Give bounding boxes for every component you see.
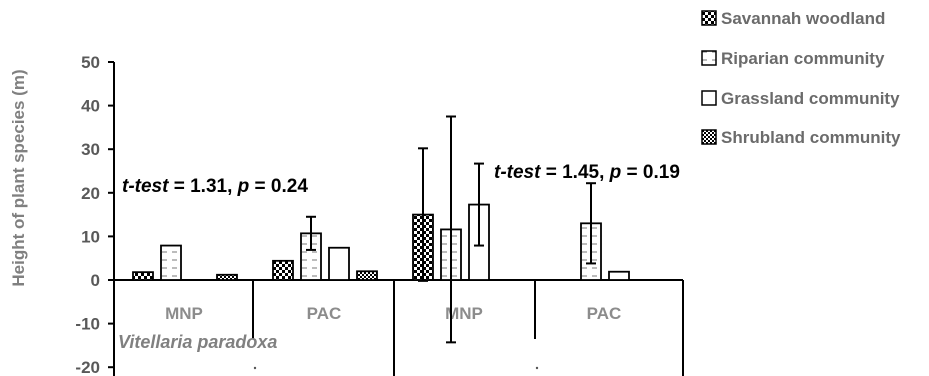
legend-item-riparian: Riparian community: [701, 49, 885, 68]
bar-dots: [356, 270, 378, 281]
y-tick-label: 0: [91, 271, 100, 290]
legend-swatch-savannah: [701, 10, 717, 26]
group-marker-dot: [253, 366, 257, 370]
bar-none: [328, 246, 350, 281]
legend-label-shrubland: Shrubland community: [721, 128, 901, 147]
bar-dashes: [160, 244, 182, 281]
y-tick-label: -20: [75, 358, 100, 376]
category-label: MNP: [165, 304, 203, 323]
legend-item-shrubland: Shrubland community: [701, 128, 901, 147]
y-tick-label: -10: [75, 315, 100, 334]
category-label: MNP: [445, 304, 483, 323]
legend-swatch-grassland: [701, 90, 717, 106]
y-tick-label: 20: [81, 184, 100, 203]
bar-none: [608, 270, 630, 281]
bar-checker: [272, 259, 294, 281]
bar-dots: [216, 273, 238, 281]
category-label: PAC: [307, 304, 342, 323]
legend-label-grassland: Grassland community: [721, 89, 900, 108]
species-label: Vitellaria paradoxa: [118, 332, 277, 352]
bar-checker: [132, 271, 154, 281]
legend: Savannah woodland Riparian community Gra…: [701, 9, 901, 147]
legend-item-savannah: Savannah woodland: [701, 9, 885, 28]
legend-label-savannah: Savannah woodland: [721, 9, 885, 28]
t-test-annotation-1: t-test = 1.31, p = 0.24: [122, 176, 308, 197]
legend-item-grassland: Grassland community: [701, 89, 900, 108]
y-axis-label: Height of plant species (m): [9, 69, 28, 286]
y-tick-label: 50: [81, 53, 100, 72]
category-label: PAC: [587, 304, 622, 323]
legend-swatch-riparian: [701, 50, 717, 66]
plot-area: 50 40 30 20 10 0 -10 -20 MNP PAC MNP PAC: [75, 53, 684, 376]
legend-swatch-shrubland: [701, 129, 717, 145]
t-test-annotation-2: t-test = 1.45, p = 0.19: [494, 162, 680, 183]
group-marker-dot: [535, 366, 539, 370]
legend-label-riparian: Riparian community: [721, 49, 885, 68]
y-tick-label: 10: [81, 227, 100, 246]
y-tick-label: 40: [81, 97, 100, 116]
y-tick-label: 30: [81, 140, 100, 159]
